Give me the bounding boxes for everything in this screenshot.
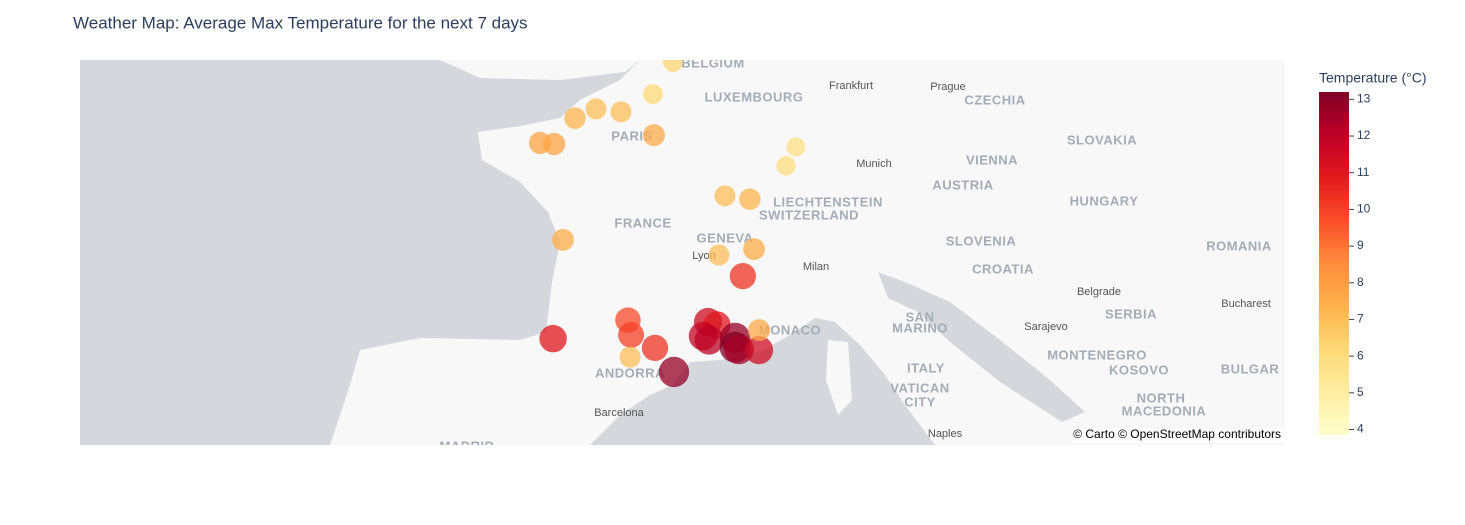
colorbar-tick-label: 11 <box>1357 165 1370 179</box>
map-label: SWITZERLAND <box>759 207 859 222</box>
map-label: HUNGARY <box>1070 193 1139 208</box>
map-label: Milan <box>803 261 829 273</box>
chart-title: Weather Map: Average Max Temperature for… <box>73 13 528 32</box>
map-label: MADRID <box>440 438 495 453</box>
station-marker <box>724 334 754 365</box>
colorbar-tick-label: 9 <box>1357 238 1364 252</box>
station-marker <box>662 60 683 72</box>
station-marker <box>786 137 806 157</box>
colorbar-tick-label: 8 <box>1357 275 1364 289</box>
map-label: CROATIA <box>972 261 1034 276</box>
attribution: © Carto © OpenStreetMap contributors <box>1073 427 1281 441</box>
colorbar-tick-label: 6 <box>1357 348 1364 362</box>
station-marker <box>539 324 567 353</box>
station-marker <box>748 319 770 342</box>
map-label: NORTH <box>1137 390 1186 405</box>
atlantic <box>80 60 640 445</box>
map-label: BELGIUM <box>681 55 744 70</box>
map-label: MACEDONIA <box>1122 403 1207 418</box>
map-label: BULGAR <box>1221 361 1280 376</box>
map-label: Sarajevo <box>1024 321 1067 333</box>
station-marker <box>619 346 641 368</box>
map-label: MARINO <box>892 320 948 335</box>
map-label: ROMANIA <box>1206 238 1272 253</box>
map-label: Bucharest <box>1221 298 1271 310</box>
station-marker <box>643 84 663 104</box>
england <box>440 60 640 80</box>
station-marker <box>542 132 566 156</box>
map-label: ANDORRA <box>595 365 665 380</box>
station-marker <box>610 101 632 123</box>
map-label: KOSOVO <box>1109 362 1169 377</box>
map-label: SLOVENIA <box>946 233 1017 248</box>
map-label: SAN <box>906 309 935 324</box>
map-label: GENEVA <box>697 230 754 245</box>
station-marker <box>694 325 724 355</box>
adriatic <box>878 272 1085 422</box>
station-marker <box>776 156 796 176</box>
station-marker <box>708 244 730 266</box>
map-label: Prague <box>930 81 965 93</box>
map-label: VIENNA <box>966 152 1018 167</box>
colorbar-tick-label: 13 <box>1357 92 1371 106</box>
colorbar <box>1319 92 1349 435</box>
station-marker <box>739 188 761 210</box>
station-marker <box>743 238 765 261</box>
station-marker <box>658 356 690 388</box>
map-label: Belgrade <box>1077 286 1121 298</box>
station-marker <box>618 322 645 348</box>
colorbar-tick-label: 5 <box>1357 385 1364 399</box>
map-label: Barcelona <box>594 407 644 419</box>
map-label: ITALY <box>907 360 945 375</box>
mediterranean <box>590 318 935 445</box>
map-label: Munich <box>856 158 891 170</box>
map-label: MONACO <box>759 322 821 337</box>
map-label: LIECHTENSTEIN <box>773 194 883 209</box>
map-label: CITY <box>904 394 936 409</box>
map-label: SLOVAKIA <box>1067 132 1137 147</box>
map-label: Frankfurt <box>829 80 873 92</box>
attribution-bg <box>1072 428 1284 443</box>
colorbar-tick-label: 10 <box>1357 202 1371 216</box>
map-label: Naples <box>928 428 963 440</box>
station-marker <box>564 107 586 129</box>
station-marker <box>744 336 774 365</box>
station-marker <box>642 124 665 147</box>
colorbar-tick-label: 4 <box>1357 422 1364 436</box>
map-label: PARIS <box>611 128 652 143</box>
colorbar-tick-label: 12 <box>1357 128 1371 142</box>
station-marker <box>641 334 669 362</box>
station-marker <box>714 185 736 207</box>
map-label: VATICAN <box>890 380 949 395</box>
station-marker <box>729 262 757 290</box>
map-label: AUSTRIA <box>932 177 993 192</box>
station-marker <box>585 98 607 120</box>
map-label: MONTENEGRO <box>1047 347 1147 362</box>
corsica <box>826 340 852 415</box>
station-marker <box>552 228 574 251</box>
map-label: FRANCE <box>614 215 671 230</box>
map-label: SERBIA <box>1105 306 1157 321</box>
colorbar-tick-label: 7 <box>1357 312 1364 326</box>
map-label: LUXEMBOURG <box>705 89 804 104</box>
map-label: CZECHIA <box>964 92 1025 107</box>
colorbar-title: Temperature (°C) <box>1319 70 1427 86</box>
